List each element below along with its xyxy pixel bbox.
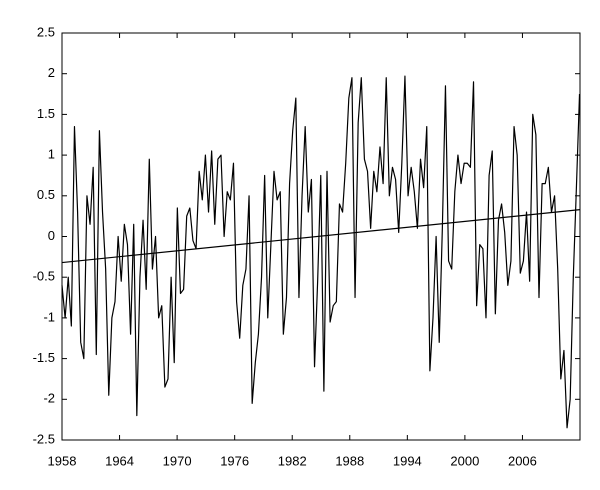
x-tick-label: 1964 [105,453,134,468]
y-tick-label: -0.5 [33,269,55,284]
x-tick-label: 1958 [48,453,77,468]
y-tick-label: 0.5 [37,187,55,202]
x-tick-label: 1970 [163,453,192,468]
y-tick-label: 2 [48,65,55,80]
y-tick-label: 2.5 [37,24,55,39]
x-tick-label: 2006 [508,453,537,468]
y-tick-label: 1 [48,147,55,162]
trend-line [61,209,581,264]
y-tick-label: 1.5 [37,106,55,121]
y-tick-label: -2.5 [33,431,55,446]
y-tick-label: -2 [43,391,55,406]
y-tick-label: -1 [43,309,55,324]
data-line [61,75,581,429]
y-tick-label: 0 [48,228,55,243]
x-tick-label: 2000 [450,453,479,468]
y-tick-label: -1.5 [33,350,55,365]
x-tick-label: 1982 [278,453,307,468]
x-tick-label: 1988 [335,453,364,468]
x-tick-label: 1976 [220,453,249,468]
x-tick-label: 1994 [393,453,422,468]
